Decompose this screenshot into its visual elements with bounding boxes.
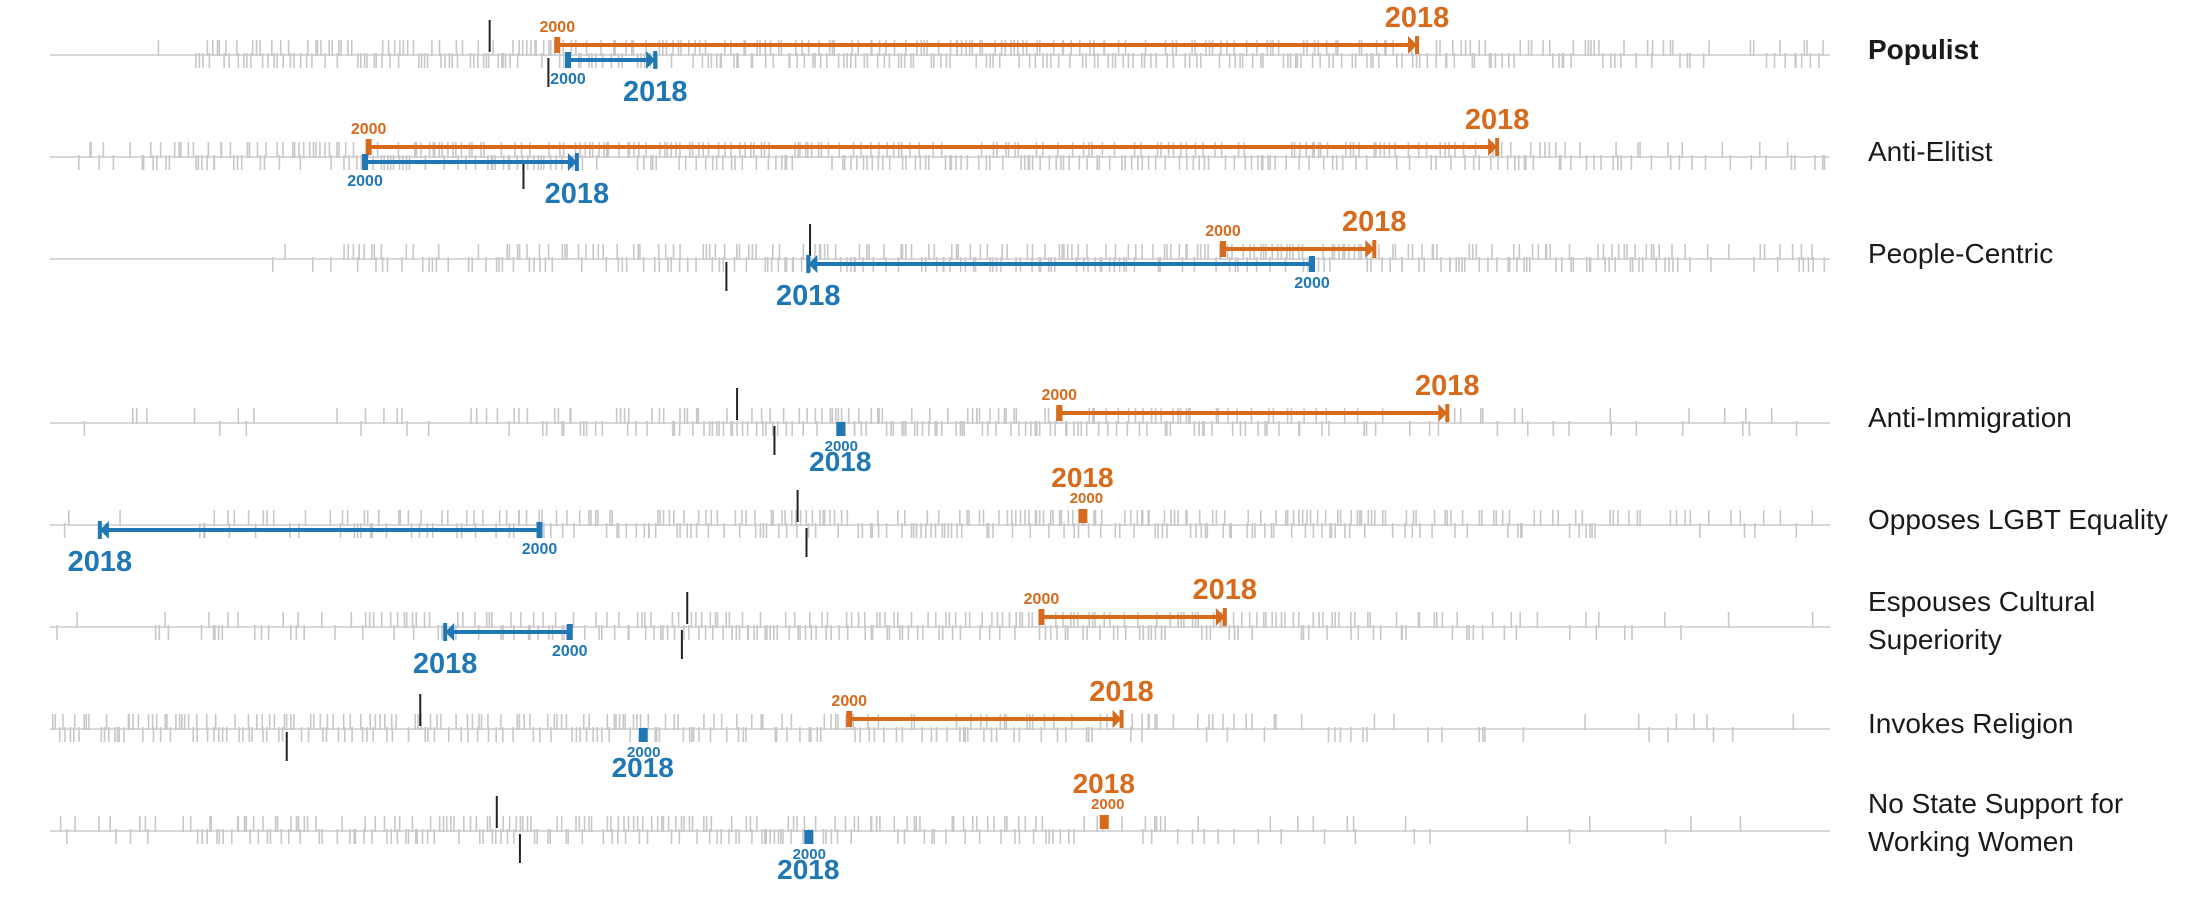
blue-start-tick <box>564 52 571 68</box>
orange-end-label: 2018 <box>1342 206 1407 238</box>
orange-start-tick <box>365 139 372 155</box>
orange-marker <box>1078 509 1088 523</box>
orange-start-label: 2000 <box>1041 387 1077 404</box>
blue-end-label: 2018 <box>776 280 841 312</box>
row-label: Anti-Elitist <box>1868 136 1993 167</box>
orange-arrowhead <box>1438 404 1448 422</box>
orange-end-label: 2018 <box>1385 2 1450 34</box>
orange-start-label: 2000 <box>1091 796 1124 813</box>
orange-start-label: 2000 <box>1205 223 1241 240</box>
blue-start-label: 2000 <box>627 744 660 761</box>
blue-end-label: 2018 <box>809 446 871 477</box>
blue-arrowhead <box>567 153 577 171</box>
orange-start-tick <box>846 711 853 727</box>
blue-end-label: 2018 <box>777 854 839 885</box>
blue-arrowhead <box>646 51 656 69</box>
orange-start-tick <box>554 37 561 53</box>
blue-start-tick <box>362 154 369 170</box>
orange-arrowhead <box>1365 240 1375 258</box>
orange-end-label: 2018 <box>1073 768 1135 799</box>
orange-start-label: 2000 <box>351 121 387 138</box>
orange-start-tick <box>1056 405 1063 421</box>
orange-start-label: 2000 <box>1024 591 1060 608</box>
blue-marker <box>804 830 814 844</box>
blue-start-label: 2000 <box>552 643 588 660</box>
orange-marker <box>1099 815 1109 829</box>
row-label: No State Support for Working Women <box>1868 788 2124 857</box>
blue-arrowhead <box>445 623 455 641</box>
orange-arrowhead <box>1488 138 1498 156</box>
blue-end-label: 2018 <box>68 546 133 578</box>
blue-end-label: 2018 <box>612 752 674 783</box>
blue-marker <box>638 728 648 742</box>
orange-arrowhead <box>1112 710 1122 728</box>
orange-arrowhead <box>1215 608 1225 626</box>
row-label: Opposes LGBT Equality <box>1868 504 2168 535</box>
orange-end-label: 2018 <box>1089 676 1154 708</box>
orange-start-label: 2000 <box>1070 490 1103 507</box>
orange-end-label: 2018 <box>1051 462 1113 493</box>
blue-start-tick <box>1309 256 1316 272</box>
orange-end-label: 2018 <box>1465 104 1530 136</box>
blue-marker <box>836 422 846 436</box>
blue-start-tick <box>536 522 543 538</box>
row-label: Espouses Cultural Superiority <box>1868 586 2096 655</box>
orange-arrowhead <box>1408 36 1418 54</box>
row-label: Anti-Immigration <box>1868 402 2072 433</box>
blue-start-label: 2000 <box>550 71 586 88</box>
row-label: People-Centric <box>1868 238 2054 269</box>
blue-arrowhead <box>808 255 818 273</box>
orange-start-tick <box>1038 609 1045 625</box>
orange-start-label: 2000 <box>831 693 867 710</box>
blue-start-label: 2000 <box>522 541 558 558</box>
blue-start-label: 2000 <box>347 173 383 190</box>
row-label: Populist <box>1868 34 1979 65</box>
row-label: Invokes Religion <box>1868 708 2074 739</box>
orange-end-label: 2018 <box>1415 370 1480 402</box>
blue-start-label: 2000 <box>1294 275 1330 292</box>
blue-end-label: 2018 <box>413 648 478 680</box>
blue-start-tick <box>566 624 573 640</box>
blue-end-label: 2018 <box>623 76 688 108</box>
orange-start-label: 2000 <box>540 19 576 36</box>
blue-start-label: 2000 <box>825 438 858 455</box>
orange-end-label: 2018 <box>1193 574 1258 606</box>
orange-start-tick <box>1220 241 1227 257</box>
blue-start-label: 2000 <box>793 846 826 863</box>
blue-arrowhead <box>99 521 109 539</box>
blue-end-label: 2018 <box>545 178 610 210</box>
